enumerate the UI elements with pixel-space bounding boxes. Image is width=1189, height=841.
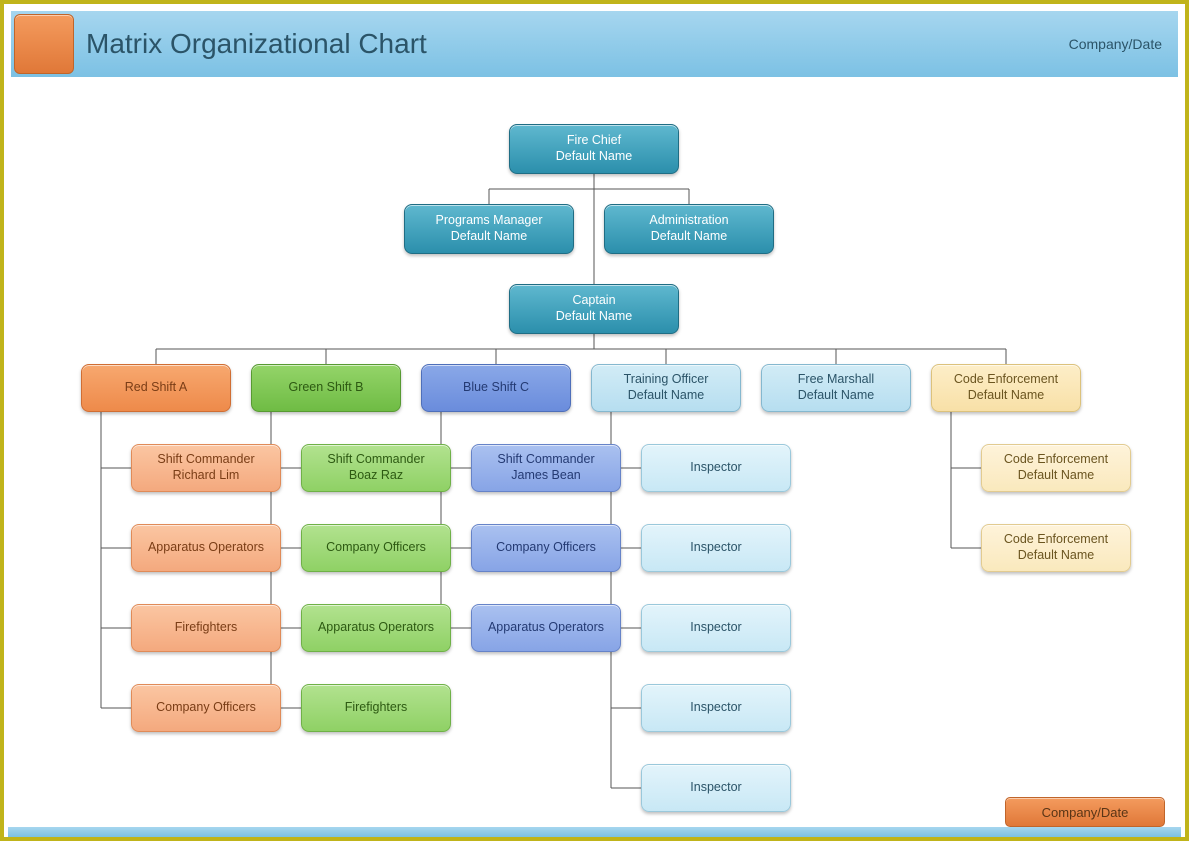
node-label: Inspector xyxy=(690,540,741,556)
node-r4: Company Officers xyxy=(131,684,281,732)
node-marshall: Free MarshallDefault Name xyxy=(761,364,911,412)
node-label: Firefighters xyxy=(345,700,408,716)
chart-canvas: Fire ChiefDefault NamePrograms ManagerDe… xyxy=(4,84,1185,823)
node-label: Red Shift A xyxy=(125,380,188,396)
node-label: Apparatus Operators xyxy=(488,620,604,636)
node-label: Default Name xyxy=(1018,548,1094,564)
node-label: Apparatus Operators xyxy=(148,540,264,556)
page-title: Matrix Organizational Chart xyxy=(86,28,427,60)
node-blueC: Blue Shift C xyxy=(421,364,571,412)
node-label: Default Name xyxy=(556,309,632,325)
node-label: Inspector xyxy=(690,700,741,716)
node-label: Programs Manager xyxy=(436,213,543,229)
node-captain: CaptainDefault Name xyxy=(509,284,679,334)
node-c1: Code EnforcementDefault Name xyxy=(981,444,1131,492)
node-g4: Firefighters xyxy=(301,684,451,732)
node-label: Code Enforcement xyxy=(954,372,1058,388)
node-label: Code Enforcement xyxy=(1004,452,1108,468)
node-t2: Inspector xyxy=(641,524,791,572)
node-label: Code Enforcement xyxy=(1004,532,1108,548)
node-b2: Company Officers xyxy=(471,524,621,572)
node-greenB: Green Shift B xyxy=(251,364,401,412)
node-b1: Shift CommanderJames Bean xyxy=(471,444,621,492)
node-label: Richard Lim xyxy=(173,468,240,484)
node-label: Administration xyxy=(649,213,728,229)
footer-company-date: Company/Date xyxy=(1005,797,1165,827)
node-label: Apparatus Operators xyxy=(318,620,434,636)
node-r1: Shift CommanderRichard Lim xyxy=(131,444,281,492)
node-label: Default Name xyxy=(968,388,1044,404)
node-label: Company Officers xyxy=(496,540,596,556)
node-label: Firefighters xyxy=(175,620,238,636)
node-label: Default Name xyxy=(1018,468,1094,484)
node-label: Inspector xyxy=(690,620,741,636)
node-label: Default Name xyxy=(628,388,704,404)
node-redA: Red Shift A xyxy=(81,364,231,412)
node-g1: Shift CommanderBoaz Raz xyxy=(301,444,451,492)
node-label: Company Officers xyxy=(326,540,426,556)
node-t4: Inspector xyxy=(641,684,791,732)
node-label: Default Name xyxy=(651,229,727,245)
node-label: Shift Commander xyxy=(327,452,424,468)
node-label: Fire Chief xyxy=(567,133,621,149)
header-company-date: Company/Date xyxy=(1069,36,1162,52)
node-label: Captain xyxy=(572,293,615,309)
node-t3: Inspector xyxy=(641,604,791,652)
node-label: Free Marshall xyxy=(798,372,874,388)
node-code: Code EnforcementDefault Name xyxy=(931,364,1081,412)
node-c2: Code EnforcementDefault Name xyxy=(981,524,1131,572)
node-admin: AdministrationDefault Name xyxy=(604,204,774,254)
node-train: Training OfficerDefault Name xyxy=(591,364,741,412)
node-g2: Company Officers xyxy=(301,524,451,572)
node-label: Inspector xyxy=(690,460,741,476)
node-programs: Programs ManagerDefault Name xyxy=(404,204,574,254)
node-label: Training Officer xyxy=(624,372,709,388)
header-square-icon xyxy=(14,14,74,74)
node-label: Company Officers xyxy=(156,700,256,716)
node-chief: Fire ChiefDefault Name xyxy=(509,124,679,174)
node-label: Boaz Raz xyxy=(349,468,403,484)
node-b3: Apparatus Operators xyxy=(471,604,621,652)
node-label: Blue Shift C xyxy=(463,380,529,396)
node-t5: Inspector xyxy=(641,764,791,812)
node-r3: Firefighters xyxy=(131,604,281,652)
node-r2: Apparatus Operators xyxy=(131,524,281,572)
node-g3: Apparatus Operators xyxy=(301,604,451,652)
node-label: Green Shift B xyxy=(288,380,363,396)
footer-bar xyxy=(8,827,1181,837)
diagram-frame: Matrix Organizational Chart Company/Date… xyxy=(0,0,1189,841)
header-bar: Matrix Organizational Chart Company/Date xyxy=(11,11,1178,77)
node-label: Default Name xyxy=(798,388,874,404)
node-label: Default Name xyxy=(556,149,632,165)
node-t1: Inspector xyxy=(641,444,791,492)
node-label: Inspector xyxy=(690,780,741,796)
node-label: Shift Commander xyxy=(157,452,254,468)
node-label: James Bean xyxy=(511,468,580,484)
node-label: Shift Commander xyxy=(497,452,594,468)
node-label: Default Name xyxy=(451,229,527,245)
